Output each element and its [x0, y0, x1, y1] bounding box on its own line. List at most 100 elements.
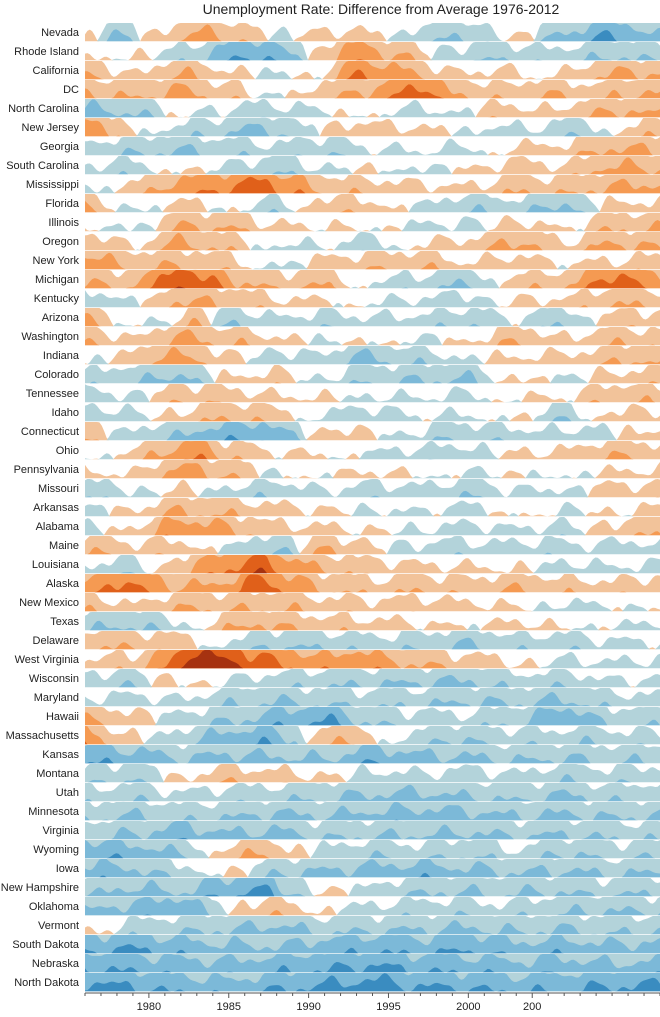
above-average-band-2	[85, 175, 660, 194]
above-average-band-2	[85, 107, 660, 118]
below-average-band-1	[85, 783, 660, 802]
state-label: Texas	[50, 616, 79, 628]
above-average-band-2	[85, 517, 660, 536]
state-label: Utah	[56, 787, 79, 799]
below-average-band-3	[85, 962, 660, 973]
state-label: California	[33, 65, 80, 77]
above-average-band-1	[85, 232, 660, 251]
state-row: Tennessee	[26, 384, 660, 403]
state-row: Missouri	[38, 479, 660, 498]
below-average-band-1	[85, 289, 660, 308]
below-average-band-1	[85, 536, 660, 555]
state-row: Louisiana	[32, 555, 660, 574]
state-row: North Carolina	[8, 99, 660, 118]
state-label: Oklahoma	[29, 901, 80, 913]
chart-rows: Nevada Rhode Island California DC North Caro…	[1, 23, 660, 992]
above-average-band-1	[85, 23, 660, 42]
state-label: Oregon	[42, 236, 79, 248]
below-average-band-1	[85, 669, 660, 688]
below-average-band-2	[85, 784, 660, 802]
below-average-band-2	[85, 745, 660, 764]
above-average-band-1	[85, 707, 660, 726]
state-row: Washington	[21, 327, 660, 346]
above-average-band-2	[85, 270, 660, 289]
state-row: New Mexico	[19, 593, 660, 612]
state-row: South Dakota	[12, 935, 660, 954]
below-average-band-2	[85, 144, 660, 156]
state-row: Alabama	[36, 517, 660, 536]
state-label: South Carolina	[6, 160, 80, 172]
above-average-band-1	[85, 422, 660, 441]
state-row: Virginia	[43, 821, 660, 840]
below-average-band-1	[85, 479, 660, 498]
state-label: Georgia	[40, 141, 80, 153]
below-average-band-1	[85, 403, 660, 422]
state-row: Arkansas	[33, 498, 660, 517]
below-average-band-2	[85, 319, 660, 327]
below-average-band-1	[85, 384, 660, 403]
above-average-band-1	[85, 726, 660, 745]
state-label: Alabama	[36, 521, 80, 533]
above-average-band-2	[85, 622, 660, 631]
state-row: Nevada	[41, 23, 660, 42]
below-average-band-2	[85, 691, 660, 707]
state-row: Kentucky	[34, 289, 660, 308]
state-label: Connecticut	[21, 426, 79, 438]
state-row: Montana	[36, 764, 660, 783]
state-row: DC	[63, 80, 660, 99]
state-label: Tennessee	[26, 388, 79, 400]
above-average-band-1	[85, 631, 660, 650]
below-average-band-2	[85, 726, 660, 745]
x-tick-label: 1985	[217, 1001, 241, 1013]
above-average-band-1	[85, 213, 660, 232]
state-label: South Dakota	[12, 939, 80, 951]
state-row: Delaware	[33, 631, 660, 650]
state-row: New York	[33, 251, 660, 270]
state-label: Pennsylvania	[14, 464, 80, 476]
state-row: Pennsylvania	[14, 460, 660, 479]
above-average-band-2	[85, 61, 660, 80]
below-average-band-2	[85, 897, 660, 916]
below-average-band-2	[85, 369, 660, 384]
state-row: Michigan	[35, 270, 660, 289]
below-average-band-3	[85, 757, 660, 764]
below-average-band-1	[85, 118, 660, 137]
below-average-band-1	[85, 194, 660, 213]
below-average-band-1	[85, 441, 660, 460]
x-axis: 1980 1985 1990 1995 2000 200	[84, 992, 660, 1013]
above-average-band-1	[85, 327, 660, 346]
state-label: Washington	[21, 331, 79, 343]
above-average-band-1	[85, 137, 660, 156]
state-label: New Jersey	[22, 122, 80, 134]
state-row: Ohio	[56, 441, 660, 460]
state-label: Virginia	[43, 825, 80, 837]
state-label: Colorado	[34, 369, 79, 381]
above-average-band-3	[85, 574, 660, 593]
chart-title: Unemployment Rate: Difference from Avera…	[203, 1, 560, 17]
x-tick-label: 200	[523, 1001, 541, 1013]
below-average-band-1	[85, 597, 660, 612]
state-label: New Mexico	[19, 597, 79, 609]
state-row: South Carolina	[6, 156, 660, 175]
above-average-band-1	[85, 840, 660, 859]
above-average-band-2	[85, 441, 660, 460]
state-row: Georgia	[40, 137, 660, 156]
above-average-band-1	[85, 289, 660, 308]
state-row: Vermont	[38, 916, 660, 935]
state-label: Mississippi	[26, 179, 79, 191]
below-average-band-1	[85, 333, 660, 346]
state-label: Missouri	[38, 483, 79, 495]
state-row: Nebraska	[32, 954, 660, 973]
state-label: Iowa	[56, 863, 80, 875]
state-row: Oregon	[42, 232, 660, 251]
above-average-band-2	[85, 574, 660, 593]
below-average-band-2	[85, 821, 660, 840]
below-average-band-2	[85, 920, 660, 935]
below-average-band-1	[85, 365, 660, 384]
below-average-band-1	[85, 216, 660, 232]
state-label: Ohio	[56, 445, 79, 457]
above-average-band-1	[85, 251, 660, 270]
state-label: Kentucky	[34, 293, 80, 305]
state-row: North Dakota	[14, 973, 660, 992]
state-row: Colorado	[34, 365, 660, 384]
